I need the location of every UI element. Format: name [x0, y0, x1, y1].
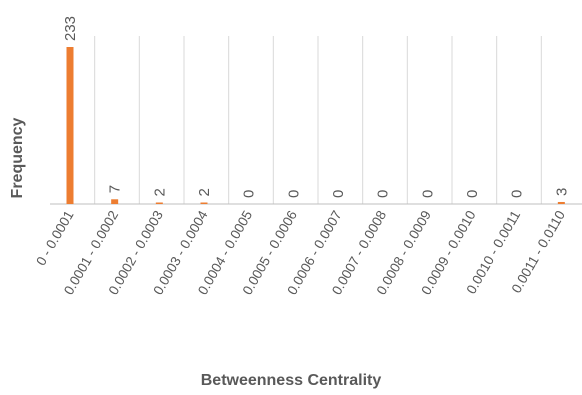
data-label: 233 [62, 16, 79, 41]
bar [155, 202, 163, 204]
bars [66, 47, 565, 204]
data-label: 0 [464, 190, 481, 198]
bar [557, 201, 565, 204]
data-label: 0 [285, 190, 302, 198]
data-label: 2 [196, 188, 213, 196]
data-label: 2 [151, 188, 168, 196]
bar [66, 47, 74, 204]
x-tick-label: 0 - 0.0001 [33, 208, 76, 268]
vertical-gridlines [94, 36, 542, 204]
data-label: 0 [419, 190, 436, 198]
y-axis-title: Frequency [9, 117, 26, 198]
data-label: 0 [330, 190, 347, 198]
data-label: 0 [241, 190, 258, 198]
x-axis-title: Betweenness Centrality [201, 372, 382, 389]
data-label: 7 [107, 185, 124, 193]
bar [111, 199, 119, 204]
data-label: 3 [553, 188, 570, 196]
data-labels: 233 7 2 2 0 0 0 0 0 0 0 3 [62, 16, 570, 198]
data-label: 0 [375, 190, 392, 198]
bar [200, 202, 208, 204]
data-label: 0 [509, 190, 526, 198]
